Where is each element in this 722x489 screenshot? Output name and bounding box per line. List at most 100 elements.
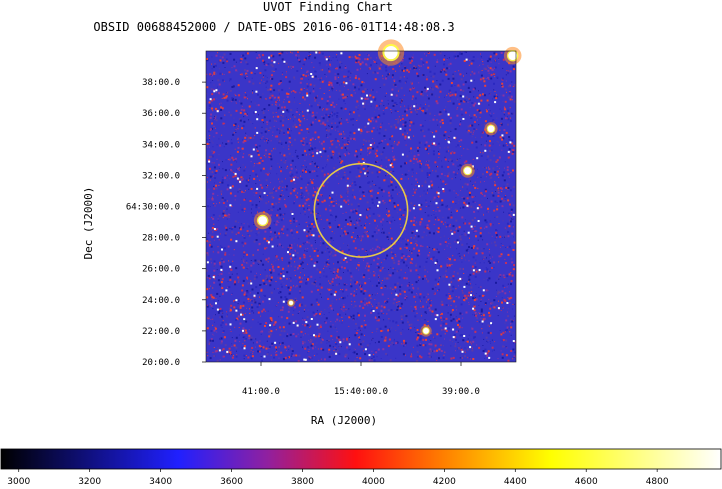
noise-pixel: [400, 87, 403, 90]
noise-pixel: [334, 73, 336, 75]
noise-pixel: [469, 99, 471, 101]
noise-pixel: [259, 201, 260, 203]
noise-pixel: [359, 186, 361, 189]
noise-pixel: [210, 330, 213, 332]
noise-pixel: [509, 107, 511, 109]
noise-pixel: [485, 336, 488, 339]
noise-pixel: [341, 290, 344, 293]
noise-pixel: [342, 168, 345, 171]
noise-pixel: [430, 131, 432, 133]
noise-pixel: [206, 139, 209, 142]
noise-pixel: [220, 315, 223, 318]
noise-pixel: [380, 358, 382, 359]
noise-pixel: [502, 200, 505, 202]
noise-pixel: [394, 254, 396, 255]
noise-pixel: [506, 286, 508, 288]
noise-pixel: [219, 103, 220, 105]
noise-pixel: [276, 214, 279, 217]
noise-pixel: [225, 58, 228, 61]
noise-pixel: [214, 63, 216, 65]
noise-pixel: [328, 288, 331, 291]
noise-pixel: [216, 292, 219, 295]
noise-pixel: [471, 60, 473, 62]
noise-pixel: [251, 77, 253, 79]
noise-pixel: [356, 353, 358, 355]
noise-pixel: [391, 257, 394, 260]
noise-pixel: [206, 304, 208, 306]
noise-pixel: [430, 200, 432, 202]
noise-pixel: [434, 278, 437, 281]
noise-pixel: [335, 146, 338, 149]
noise-pixel: [352, 319, 354, 321]
noise-pixel: [466, 148, 468, 150]
noise-pixel: [371, 89, 373, 91]
noise-pixel: [410, 105, 412, 107]
noise-pixel: [264, 325, 266, 327]
noise-pixel: [308, 339, 310, 341]
noise-pixel: [428, 352, 431, 355]
noise-pixel: [504, 235, 507, 238]
noise-pixel: [356, 99, 358, 101]
noise-pixel: [211, 298, 213, 300]
noise-pixel: [461, 243, 464, 246]
noise-pixel: [497, 187, 499, 189]
noise-pixel: [239, 176, 241, 178]
noise-pixel: [360, 153, 362, 155]
noise-pixel: [252, 137, 255, 140]
noise-pixel: [318, 359, 320, 361]
noise-pixel: [277, 302, 279, 304]
noise-pixel: [428, 355, 431, 358]
noise-pixel: [380, 103, 382, 105]
noise-pixel: [381, 313, 383, 315]
noise-pixel: [390, 109, 392, 111]
noise-pixel: [378, 276, 380, 278]
noise-pixel: [406, 284, 409, 287]
noise-pixel: [507, 144, 509, 146]
noise-pixel: [410, 138, 412, 140]
noise-pixel: [274, 186, 276, 188]
noise-pixel: [325, 76, 327, 78]
noise-pixel: [456, 159, 458, 162]
noise-pixel: [420, 313, 422, 315]
noise-pixel: [457, 229, 460, 232]
noise-pixel: [398, 88, 400, 90]
noise-pixel: [451, 151, 453, 153]
noise-pixel: [494, 341, 496, 343]
noise-pixel: [388, 338, 391, 341]
noise-pixel: [421, 94, 424, 97]
noise-pixel: [357, 61, 360, 64]
noise-pixel: [213, 73, 216, 75]
noise-pixel: [416, 350, 419, 353]
noise-pixel: [413, 65, 415, 67]
noise-pixel: [496, 208, 499, 211]
noise-pixel: [507, 118, 509, 120]
noise-pixel: [254, 346, 256, 348]
noise-pixel: [217, 311, 220, 314]
noise-pixel: [275, 202, 278, 205]
noise-pixel: [266, 340, 268, 342]
noise-pixel: [422, 344, 425, 347]
noise-pixel: [224, 67, 226, 68]
noise-pixel: [384, 285, 387, 288]
noise-pixel: [245, 111, 247, 113]
noise-pixel: [438, 96, 440, 98]
noise-pixel: [471, 136, 473, 138]
noise-pixel: [449, 223, 451, 225]
noise-pixel: [493, 120, 496, 123]
noise-pixel: [338, 89, 341, 92]
noise-pixel: [316, 187, 319, 190]
noise-pixel: [287, 265, 289, 267]
noise-pixel: [489, 254, 491, 256]
noise-pixel: [486, 243, 489, 246]
noise-pixel: [439, 111, 442, 114]
noise-pixel: [488, 299, 490, 301]
noise-pixel: [488, 114, 490, 116]
noise-pixel: [212, 146, 214, 148]
noise-pixel: [296, 155, 299, 158]
noise-pixel: [426, 257, 428, 259]
noise-pixel: [327, 114, 329, 116]
noise-pixel: [264, 130, 267, 133]
noise-pixel: [484, 84, 487, 87]
noise-pixel: [411, 353, 412, 355]
noise-pixel: [434, 115, 436, 116]
